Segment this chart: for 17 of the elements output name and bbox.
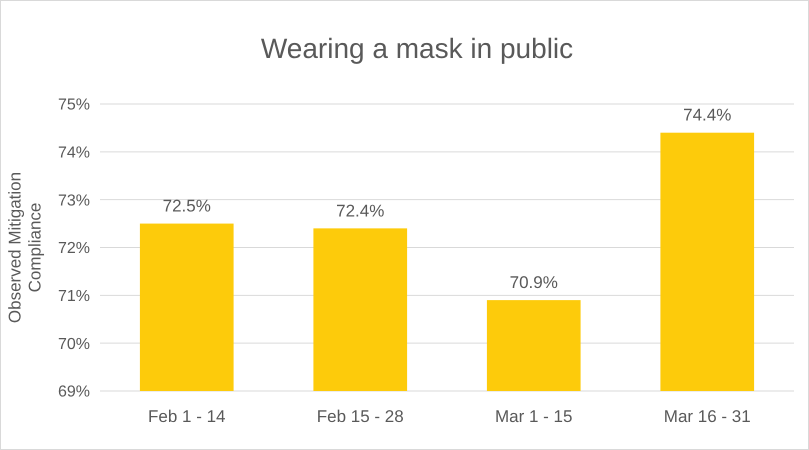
x-tick-label: Mar 1 - 15 [495,407,572,426]
data-label: 70.9% [510,273,558,292]
y-axis-title: Observed Mitigation Compliance [5,172,45,324]
data-label: 72.4% [336,201,384,220]
y-tick-label: 69% [58,384,90,401]
x-tick-label: Feb 15 - 28 [316,407,404,426]
y-tick-label: 74% [58,144,90,162]
x-tick-label: Feb 1 - 14 [148,407,226,426]
y-tick-label: 75% [58,96,90,114]
data-label: 74.4% [683,106,732,125]
y-tick-label: 71% [58,288,90,305]
x-tick-label: Mar 16 - 31 [664,407,751,426]
data-label: 72.5% [162,196,211,216]
y-tick-label: 73% [58,192,90,210]
y-tick-label: 70% [58,336,90,353]
chart-title: Wearing a mask in public [260,33,574,64]
y-tick-label: 72% [58,240,90,258]
